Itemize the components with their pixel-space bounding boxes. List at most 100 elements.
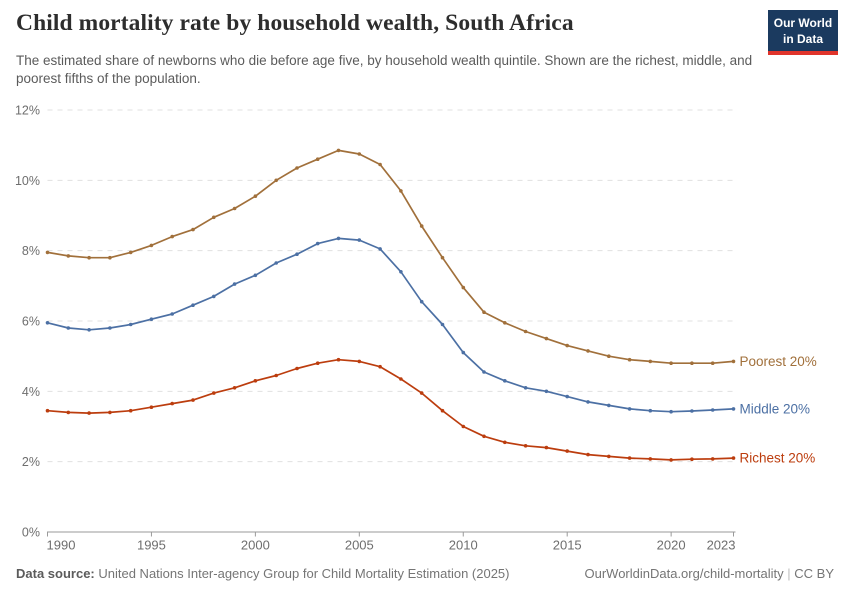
data-point-poorest (191, 227, 195, 232)
data-point-poorest (544, 336, 549, 341)
data-point-richest (108, 410, 112, 415)
owid-logo: Our World in Data (768, 10, 838, 56)
data-point-richest (357, 359, 362, 364)
data-source-text: United Nations Inter-agency Group for Ch… (94, 566, 510, 581)
data-point-richest (690, 457, 694, 462)
data-point-richest (191, 398, 195, 402)
y-axis-tick-label: 0% (22, 526, 40, 540)
data-point-middle (648, 408, 653, 413)
series-label-richest: Richest 20% (740, 451, 816, 466)
series-label-poorest: Poorest 20% (740, 354, 817, 369)
data-point-richest (544, 445, 549, 450)
x-axis-tick-label: 2015 (553, 538, 582, 553)
data-point-richest (399, 377, 403, 381)
data-point-middle (170, 312, 174, 316)
data-point-poorest (399, 189, 403, 193)
data-point-middle (378, 247, 382, 251)
chart-title: Child mortality rate by household wealth… (16, 10, 574, 36)
footer-separator: | (783, 566, 795, 581)
data-point-middle (461, 350, 466, 355)
data-source-label: Data source: (16, 566, 95, 581)
data-point-richest (669, 458, 673, 462)
header: Child mortality rate by household wealth… (16, 10, 838, 56)
data-point-poorest (482, 310, 486, 314)
data-point-middle (627, 407, 632, 411)
data-point-richest (66, 410, 71, 415)
data-point-richest (253, 379, 258, 383)
data-point-richest (565, 449, 569, 453)
data-point-poorest (274, 178, 279, 183)
data-point-richest (461, 424, 466, 429)
data-point-poorest (253, 194, 258, 198)
data-point-poorest (565, 343, 569, 348)
data-point-middle (419, 299, 424, 304)
data-point-richest (440, 408, 445, 413)
data-point-richest (87, 411, 91, 415)
data-point-middle (690, 409, 694, 413)
data-point-poorest (45, 250, 50, 255)
data-point-middle (607, 403, 611, 408)
data-point-richest (212, 391, 216, 395)
cc-by-link[interactable]: CC BY (794, 566, 834, 581)
data-point-poorest (357, 152, 362, 156)
data-point-middle (45, 321, 50, 325)
data-point-middle (482, 370, 486, 374)
data-point-poorest (212, 215, 216, 220)
x-axis-tick-label: 2020 (657, 538, 686, 553)
data-point-poorest (419, 224, 424, 228)
data-point-poorest (523, 329, 528, 334)
footer-links: OurWorldinData.org/child-mortality | CC … (584, 566, 834, 581)
data-point-poorest (627, 357, 632, 362)
data-point-middle (149, 317, 154, 321)
data-point-richest (128, 408, 133, 413)
chart-subtitle: The estimated share of newborns who die … (16, 53, 753, 86)
data-point-richest (503, 440, 507, 445)
data-point-middle (357, 238, 362, 242)
owid-url-link[interactable]: OurWorldinData.org/child-mortality (584, 566, 784, 581)
data-point-middle (669, 409, 673, 414)
data-point-poorest (690, 361, 694, 366)
data-point-richest (627, 456, 632, 460)
data-point-poorest (648, 359, 653, 364)
data-point-poorest (87, 255, 91, 260)
data-point-middle (87, 328, 91, 332)
data-point-middle (128, 322, 133, 327)
data-point-richest (378, 364, 382, 369)
series-line-poorest (47, 149, 734, 365)
data-point-richest (315, 361, 320, 366)
data-point-middle (336, 236, 341, 241)
series-label-middle: Middle 20% (740, 401, 811, 416)
data-point-poorest (440, 255, 445, 260)
data-point-richest (482, 434, 486, 439)
data-point-poorest (669, 361, 673, 366)
x-axis-tick-label: 1995 (137, 538, 166, 553)
data-point-richest (149, 405, 154, 410)
data-point-richest (586, 452, 590, 457)
data-point-middle (232, 282, 237, 286)
footer: Data source: United Nations Inter-agency… (0, 566, 850, 581)
y-axis-tick-label: 12% (15, 104, 40, 118)
data-point-poorest (461, 285, 466, 290)
series-line-middle (47, 237, 734, 413)
line-chart: 0% 2% 4% 6% 8% 10% 12% 1990 1995 2000 2005 2010 2015… (15, 104, 817, 553)
data-point-middle (274, 261, 279, 265)
data-point-poorest (710, 361, 715, 366)
data-point-poorest (378, 162, 382, 167)
data-point-middle (710, 408, 715, 412)
data-point-middle (544, 389, 549, 394)
data-point-middle (523, 386, 528, 390)
data-point-middle (191, 303, 195, 307)
data-point-middle (586, 400, 590, 404)
y-axis-tick-label: 4% (22, 385, 40, 399)
data-point-richest (232, 386, 237, 390)
data-point-richest (607, 454, 611, 459)
data-point-richest (274, 373, 279, 378)
data-point-middle (731, 407, 736, 411)
data-point-richest (336, 357, 341, 362)
x-axis-tick-label: 2010 (449, 538, 478, 553)
data-point-richest (710, 457, 715, 461)
x-axis-tick-label: 1990 (47, 538, 76, 553)
data-point-middle (315, 241, 320, 246)
data-point-richest (731, 456, 736, 460)
x-axis-tick-label: 2023 (707, 538, 736, 553)
